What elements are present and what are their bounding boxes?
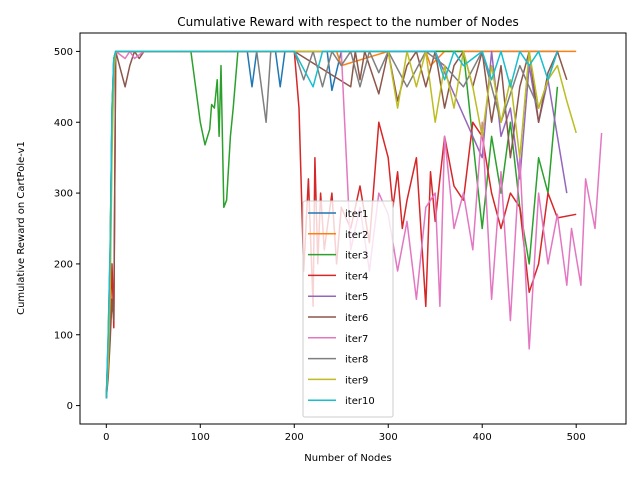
x-tick-label: 500 — [567, 432, 586, 443]
y-axis-label: Cumulative Reward on CartPole-v1 — [16, 141, 27, 315]
x-tick-label: 400 — [473, 432, 492, 443]
chart-title: Cumulative Reward with respect to the nu… — [177, 15, 518, 29]
legend-label-iter1: iter1 — [345, 209, 368, 220]
legend-label-iter3: iter3 — [345, 251, 368, 262]
x-tick-label: 100 — [191, 432, 210, 443]
y-tick-label: 200 — [54, 259, 73, 270]
x-tick-label: 0 — [103, 432, 109, 443]
y-axis-ticks: 0 100 200 300 400 500 — [54, 47, 80, 412]
legend-label-iter2: iter2 — [345, 230, 368, 241]
legend-label-iter6: iter6 — [345, 313, 368, 324]
legend-label-iter4: iter4 — [345, 271, 368, 282]
legend-label-iter9: iter9 — [345, 375, 368, 386]
y-tick-label: 0 — [67, 401, 73, 412]
x-axis-ticks: 0 100 200 300 400 500 — [103, 424, 586, 443]
legend-label-iter10: iter10 — [345, 396, 375, 407]
legend-label-iter5: iter5 — [345, 292, 368, 303]
y-tick-label: 400 — [54, 118, 73, 129]
y-tick-label: 500 — [54, 47, 73, 58]
x-axis-label: Number of Nodes — [304, 453, 391, 464]
x-tick-label: 300 — [379, 432, 398, 443]
y-tick-label: 100 — [54, 330, 73, 341]
legend-label-iter7: iter7 — [345, 334, 368, 345]
y-tick-label: 300 — [54, 189, 73, 200]
legend: iter1 iter2 iter3 iter4 iter5 iter6 iter7 iter8… — [303, 201, 393, 417]
x-tick-label: 200 — [285, 432, 304, 443]
legend-label-iter8: iter8 — [345, 355, 368, 366]
